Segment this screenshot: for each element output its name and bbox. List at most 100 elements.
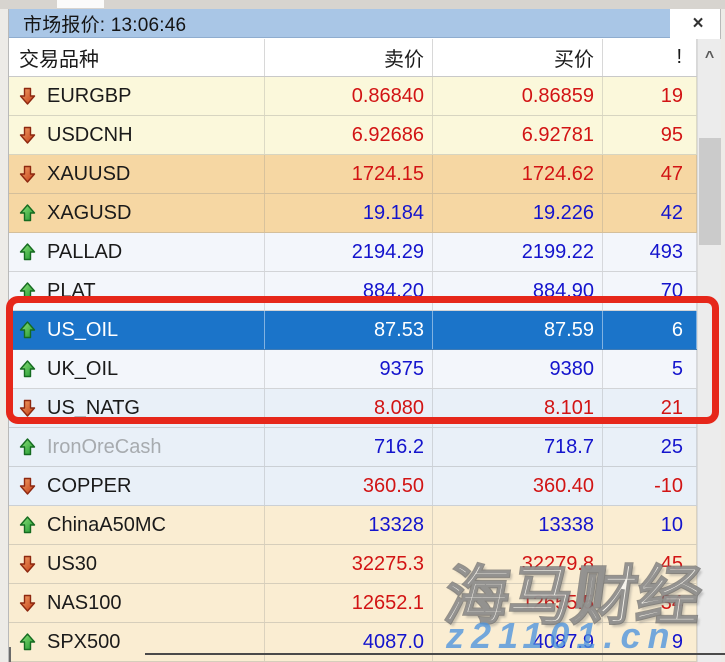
spread-value: 47 [660, 162, 683, 185]
scrollbar-thumb[interactable] [699, 138, 721, 245]
buy-price: 8.101 [543, 396, 594, 419]
vertical-scrollbar[interactable]: ^ [697, 39, 721, 662]
spread-value: 5 [671, 357, 683, 380]
titlebar-highlight[interactable]: 市场报价: 13:06:46 [9, 9, 670, 38]
spread-cell[interactable]: 493 [603, 233, 697, 271]
table-row[interactable]: PALLAD 2194.29 2199.22 493 [9, 233, 697, 272]
table-row[interactable]: USDCNH 6.92686 6.92781 95 [9, 116, 697, 155]
sell-price-cell[interactable]: 0.86840 [265, 77, 433, 115]
table-row[interactable]: SPX500 4087.0 4087.9 9 [9, 623, 697, 662]
symbol-cell[interactable]: USDCNH [9, 116, 265, 154]
spread-cell[interactable]: 45 [603, 545, 697, 583]
sell-price-cell[interactable]: 12652.1 [265, 584, 433, 622]
symbol-cell[interactable]: US_NATG [9, 389, 265, 427]
symbol-cell[interactable]: PLAT [9, 272, 265, 310]
symbol-cell[interactable]: NAS100 [9, 584, 265, 622]
sell-price-cell[interactable]: 2194.29 [265, 233, 433, 271]
sell-price-cell[interactable]: 32275.3 [265, 545, 433, 583]
table-row[interactable]: US_NATG 8.080 8.101 21 [9, 389, 697, 428]
table-row[interactable]: UK_OIL 9375 9380 5 [9, 350, 697, 389]
sell-price-cell[interactable]: 87.53 [265, 311, 433, 349]
spread-cell[interactable]: 10 [603, 506, 697, 544]
spread-cell[interactable]: -10 [603, 467, 697, 505]
spread-cell[interactable]: 6 [603, 311, 697, 349]
buy-price-cell[interactable]: 1724.62 [433, 155, 603, 193]
table-row[interactable]: IronOreCash 716.2 718.7 25 [9, 428, 697, 467]
spread-cell[interactable]: 47 [603, 155, 697, 193]
sell-price-cell[interactable]: 360.50 [265, 467, 433, 505]
down-arrow-icon [19, 87, 36, 105]
buy-price-cell[interactable]: 19.226 [433, 194, 603, 232]
spread-cell[interactable]: 42 [603, 194, 697, 232]
table-row[interactable]: NAS100 12652.1 12655.5 34 [9, 584, 697, 623]
buy-price-cell[interactable]: 12655.5 [433, 584, 603, 622]
symbol-cell[interactable]: COPPER [9, 467, 265, 505]
column-header-buy[interactable]: 买价 [433, 39, 603, 76]
buy-price-cell[interactable]: 87.59 [433, 311, 603, 349]
spread-cell[interactable]: 70 [603, 272, 697, 310]
close-button[interactable]: × [692, 13, 704, 34]
sell-price-cell[interactable]: 716.2 [265, 428, 433, 466]
symbol-cell[interactable]: XAGUSD [9, 194, 265, 232]
spread-cell[interactable]: 25 [603, 428, 697, 466]
table-row[interactable]: US_OIL 87.53 87.59 6 [9, 311, 697, 350]
sell-price-cell[interactable]: 19.184 [265, 194, 433, 232]
sell-price-cell[interactable]: 884.20 [265, 272, 433, 310]
buy-price-cell[interactable]: 884.90 [433, 272, 603, 310]
buy-price-cell[interactable]: 4087.9 [433, 623, 603, 661]
up-arrow-icon [19, 204, 36, 222]
sell-price-cell[interactable]: 1724.15 [265, 155, 433, 193]
sell-price-cell[interactable]: 6.92686 [265, 116, 433, 154]
up-arrow-icon [19, 282, 36, 300]
spread-cell[interactable]: 95 [603, 116, 697, 154]
sell-price-cell[interactable]: 8.080 [265, 389, 433, 427]
sell-price-cell[interactable]: 9375 [265, 350, 433, 388]
table-row[interactable]: XAUUSD 1724.15 1724.62 47 [9, 155, 697, 194]
spread-value: 25 [660, 435, 683, 458]
buy-price: 718.7 [543, 435, 594, 458]
buy-price-cell[interactable]: 6.92781 [433, 116, 603, 154]
table-row[interactable]: COPPER 360.50 360.40 -10 [9, 467, 697, 506]
table-row[interactable]: EURGBP 0.86840 0.86859 19 [9, 77, 697, 116]
spread-cell[interactable]: 5 [603, 350, 697, 388]
symbol-cell[interactable]: ChinaA50MC [9, 506, 265, 544]
symbol-cell[interactable]: UK_OIL [9, 350, 265, 388]
symbol-cell[interactable]: US30 [9, 545, 265, 583]
column-header-sell[interactable]: 卖价 [265, 39, 433, 76]
spread-cell[interactable]: 34 [603, 584, 697, 622]
symbol-cell[interactable]: XAUUSD [9, 155, 265, 193]
buy-price-cell[interactable]: 360.40 [433, 467, 603, 505]
top-edge-strip [0, 0, 725, 9]
spread-cell[interactable]: 21 [603, 389, 697, 427]
scroll-up-arrow-icon[interactable]: ^ [704, 49, 715, 66]
buy-price-cell[interactable]: 2199.22 [433, 233, 603, 271]
buy-price: 13338 [538, 513, 594, 536]
spread-value: 21 [660, 396, 683, 419]
symbol-cell[interactable]: EURGBP [9, 77, 265, 115]
symbol-cell[interactable]: US_OIL [9, 311, 265, 349]
table-row[interactable]: XAGUSD 19.184 19.226 42 [9, 194, 697, 233]
sell-price-cell[interactable]: 13328 [265, 506, 433, 544]
down-arrow-icon [19, 399, 36, 417]
buy-price-cell[interactable]: 13338 [433, 506, 603, 544]
table-row[interactable]: ChinaA50MC 13328 13338 10 [9, 506, 697, 545]
buy-price-cell[interactable]: 9380 [433, 350, 603, 388]
symbol-cell[interactable]: IronOreCash [9, 428, 265, 466]
table-row[interactable]: PLAT 884.20 884.90 70 [9, 272, 697, 311]
symbol-label: COPPER [47, 474, 132, 497]
sell-price: 6.92686 [351, 123, 424, 146]
buy-price-cell[interactable]: 32279.8 [433, 545, 603, 583]
column-header-symbol[interactable]: 交易品种 [9, 39, 265, 76]
buy-price-cell[interactable]: 718.7 [433, 428, 603, 466]
spread-cell[interactable]: 9 [603, 623, 697, 661]
window-titlebar[interactable]: 市场报价: 13:06:46 × [9, 9, 720, 39]
symbol-cell[interactable]: PALLAD [9, 233, 265, 271]
table-row[interactable]: US30 32275.3 32279.8 45 [9, 545, 697, 584]
spread-cell[interactable]: 19 [603, 77, 697, 115]
buy-price-cell[interactable]: 8.101 [433, 389, 603, 427]
sell-price-cell[interactable]: 4087.0 [265, 623, 433, 661]
buy-price-cell[interactable]: 0.86859 [433, 77, 603, 115]
buy-price: 0.86859 [521, 84, 594, 107]
symbol-cell[interactable]: SPX500 [9, 623, 265, 661]
column-header-spread[interactable]: ! [603, 39, 697, 76]
